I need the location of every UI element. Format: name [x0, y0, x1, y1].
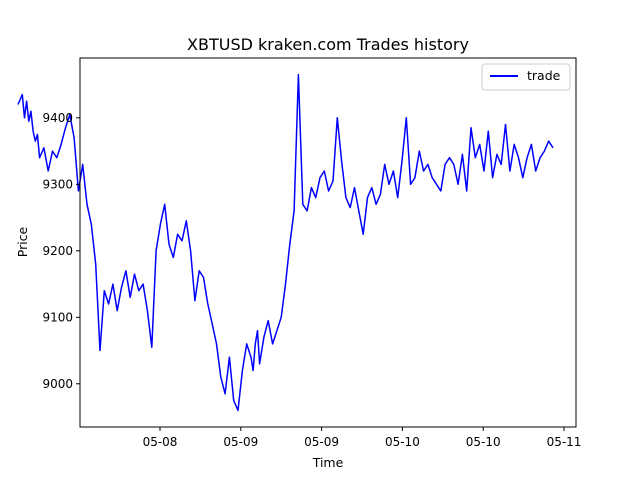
y-tick-label: 9400: [42, 111, 73, 125]
plot-area: [17, 57, 577, 428]
x-axis-label: Time: [312, 455, 344, 470]
x-axis: 05-08 05-09 05-09 05-10 05-10 05-11: [143, 427, 582, 449]
y-tick-label: 9300: [42, 177, 73, 191]
y-tick-label: 9200: [42, 244, 73, 258]
x-tick-label: 05-11: [547, 435, 582, 449]
y-tick-label: 9000: [42, 377, 73, 391]
plot-frame: [79, 57, 577, 428]
x-tick-label: 05-08: [143, 435, 178, 449]
x-tick-label: 05-09: [304, 435, 339, 449]
legend-label-trade: trade: [527, 68, 561, 83]
y-axis: 9000 9100 9200 9300 9400: [42, 111, 80, 391]
x-tick-label: 05-09: [223, 435, 258, 449]
y-tick-label: 9100: [42, 310, 73, 324]
legend: trade: [481, 63, 571, 91]
x-tick-label: 05-10: [466, 435, 501, 449]
legend-box: [481, 63, 571, 91]
y-axis-label: Price: [15, 226, 30, 257]
x-tick-label: 05-10: [385, 435, 420, 449]
chart-title: XBTUSD kraken.com Trades history: [187, 35, 469, 54]
series-line-trade: [17, 73, 554, 412]
